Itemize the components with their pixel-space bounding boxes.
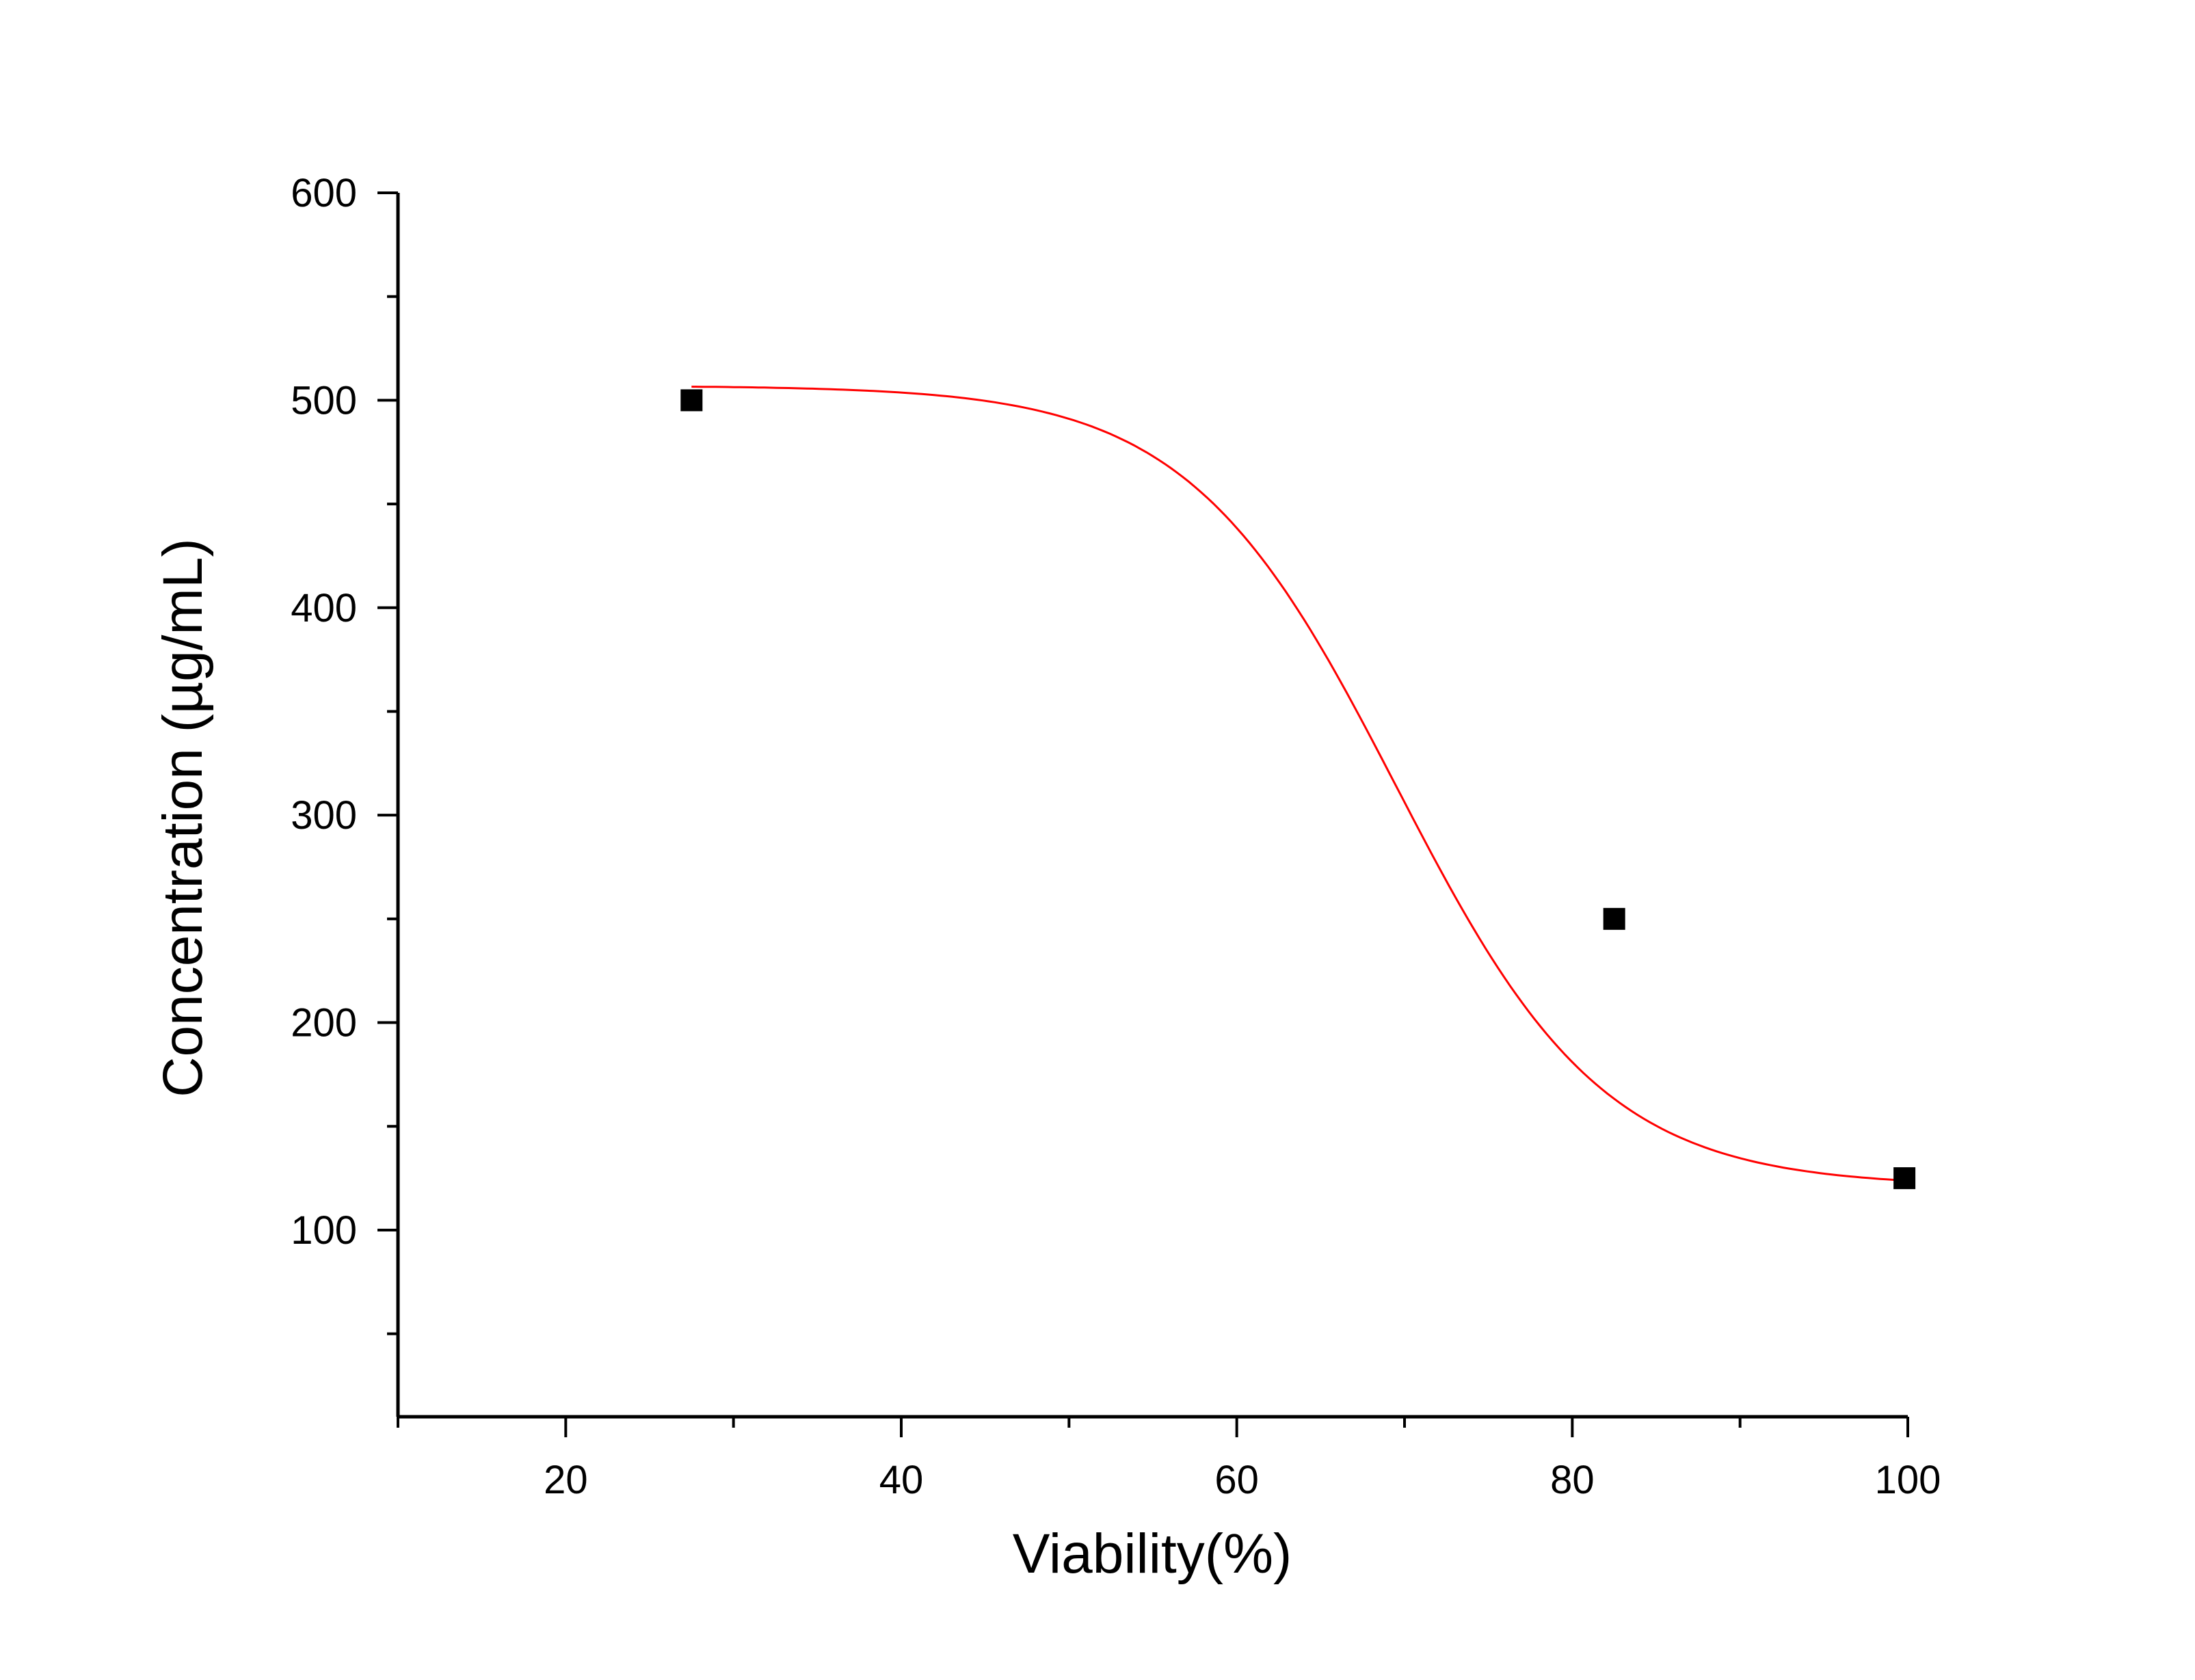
data-point xyxy=(1603,907,1625,930)
fit-curve xyxy=(691,386,1905,1182)
x-tick-label: 100 xyxy=(1875,1458,1941,1502)
y-tick-label: 100 xyxy=(291,1208,357,1253)
y-tick-label: 300 xyxy=(291,793,357,838)
x-tick-label: 60 xyxy=(1214,1458,1259,1502)
x-tick-label: 20 xyxy=(544,1458,588,1502)
ticks: 20 40 60 80 100 100 200 300 400 500 600 xyxy=(291,171,1941,1502)
axes xyxy=(396,193,1908,1419)
data-point xyxy=(1893,1167,1916,1190)
x-axis-title: Viability(%) xyxy=(1013,1523,1292,1585)
x-tick-label: 40 xyxy=(879,1458,924,1502)
y-axis-title: Concentration (µg/mL) xyxy=(152,538,214,1097)
y-tick-label: 500 xyxy=(291,378,357,423)
data-points xyxy=(680,389,1916,1190)
y-tick-label: 200 xyxy=(291,1001,357,1045)
y-tick-label: 400 xyxy=(291,586,357,630)
y-tick-label: 600 xyxy=(291,171,357,215)
fit-curve-group xyxy=(691,386,1905,1182)
x-tick-label: 80 xyxy=(1550,1458,1595,1502)
data-point xyxy=(680,389,703,412)
